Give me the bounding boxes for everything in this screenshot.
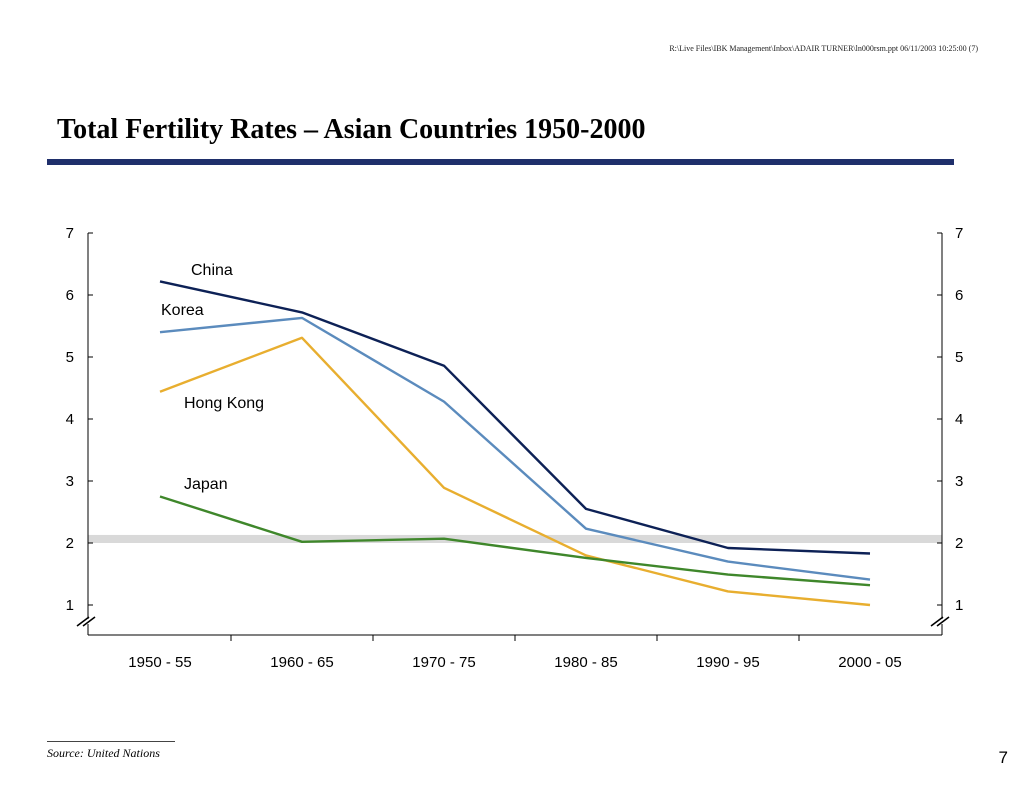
source-divider bbox=[47, 741, 175, 742]
axis-break-stroke bbox=[76, 616, 90, 627]
y-tick-label-right: 3 bbox=[955, 473, 963, 490]
title-underline bbox=[47, 159, 954, 165]
axis-break-left bbox=[76, 616, 96, 627]
y-tick-label-right: 1 bbox=[955, 597, 963, 614]
series-label-korea: Korea bbox=[161, 302, 204, 319]
x-tick-label: 2000 - 05 bbox=[838, 654, 901, 671]
x-tick-label: 1970 - 75 bbox=[412, 654, 475, 671]
axis-break-stroke bbox=[82, 616, 96, 627]
x-tick-label: 1960 - 65 bbox=[270, 654, 333, 671]
y-tick-label-right: 5 bbox=[955, 349, 963, 366]
y-tick-label-left: 7 bbox=[66, 225, 74, 242]
y-tick-label-left: 1 bbox=[66, 597, 74, 614]
axis-break-stroke bbox=[930, 616, 944, 627]
y-tick-label-right: 7 bbox=[955, 225, 963, 242]
replacement-rate-band bbox=[88, 534, 942, 543]
y-tick-label-left: 3 bbox=[66, 473, 74, 490]
series-line-korea bbox=[159, 316, 871, 581]
series-label-japan: Japan bbox=[184, 476, 228, 493]
series-label-china: China bbox=[191, 262, 233, 279]
x-tick-label: 1990 - 95 bbox=[696, 654, 759, 671]
page-title: Total Fertility Rates – Asian Countries … bbox=[57, 114, 646, 145]
page-number: 7 bbox=[998, 748, 1008, 767]
y-tick-label-right: 2 bbox=[955, 535, 963, 552]
y-tick-label-right: 4 bbox=[955, 411, 963, 428]
x-tick-label: 1950 - 55 bbox=[128, 654, 191, 671]
y-tick-label-left: 4 bbox=[66, 411, 74, 428]
file-path-stamp: R:\Live Files\IBK Management\Inbox\ADAIR… bbox=[669, 44, 978, 53]
series-line-hong-kong bbox=[159, 336, 871, 607]
y-tick-label-left: 6 bbox=[66, 287, 74, 304]
series-line-japan bbox=[159, 495, 871, 587]
source-note: Source: United Nations bbox=[47, 746, 160, 760]
y-tick-label-right: 6 bbox=[955, 287, 963, 304]
axis-break-right bbox=[930, 616, 950, 627]
y-tick-label-left: 2 bbox=[66, 535, 74, 552]
series-line-china bbox=[159, 280, 871, 555]
x-tick-label: 1980 - 85 bbox=[554, 654, 617, 671]
y-tick-label-left: 5 bbox=[66, 349, 74, 366]
axis-break-stroke bbox=[936, 616, 950, 627]
series-label-hong-kong: Hong Kong bbox=[184, 395, 264, 412]
